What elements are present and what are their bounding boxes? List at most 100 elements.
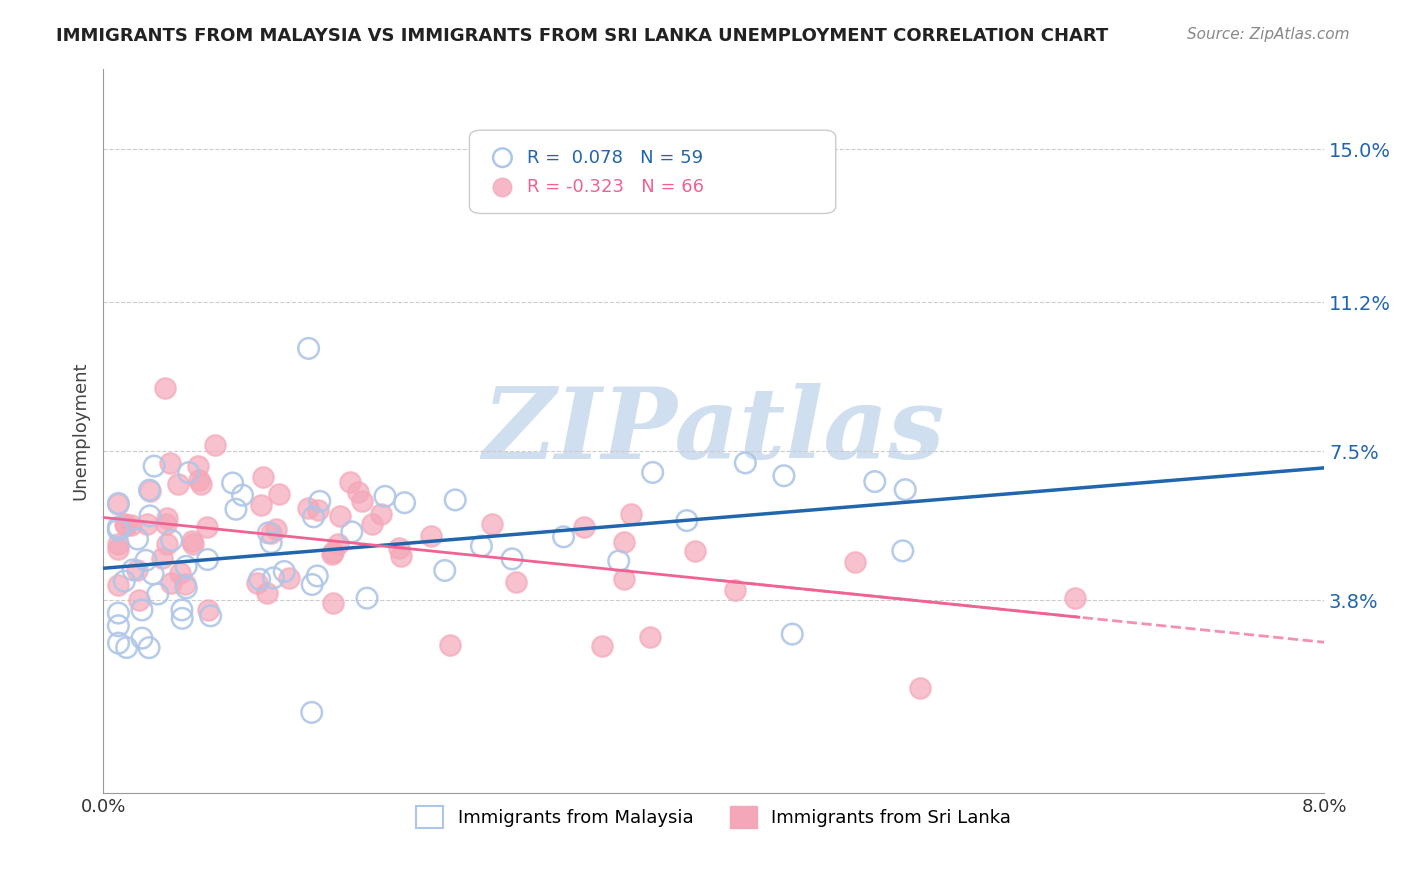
- Point: [155, 511, 177, 525]
- Point: [197, 603, 219, 617]
- Point: [160, 575, 183, 590]
- Point: [131, 603, 153, 617]
- Point: [177, 466, 200, 480]
- Point: [724, 582, 747, 597]
- Legend: Immigrants from Malaysia, Immigrants from Sri Lanka: Immigrants from Malaysia, Immigrants fro…: [409, 798, 1018, 835]
- Point: [301, 706, 323, 720]
- Point: [420, 529, 443, 543]
- Point: [322, 545, 344, 559]
- Point: [143, 459, 166, 474]
- Point: [339, 475, 361, 489]
- Point: [501, 552, 523, 566]
- Point: [107, 606, 129, 620]
- Point: [894, 483, 917, 497]
- Point: [232, 488, 254, 502]
- Point: [863, 475, 886, 489]
- Point: [138, 483, 160, 498]
- Point: [361, 516, 384, 531]
- Point: [505, 574, 527, 589]
- Point: [112, 574, 135, 589]
- Point: [370, 507, 392, 521]
- Point: [613, 535, 636, 549]
- Point: [908, 681, 931, 696]
- Point: [683, 544, 706, 558]
- Point: [267, 487, 290, 501]
- Point: [180, 534, 202, 549]
- Point: [328, 537, 350, 551]
- Point: [131, 631, 153, 645]
- Point: [160, 533, 183, 548]
- Text: R =  0.078   N = 59: R = 0.078 N = 59: [527, 149, 703, 167]
- Point: [439, 638, 461, 652]
- Point: [773, 468, 796, 483]
- Point: [114, 518, 136, 533]
- Point: [394, 496, 416, 510]
- Point: [444, 492, 467, 507]
- Point: [181, 536, 204, 550]
- Point: [356, 591, 378, 606]
- Point: [174, 559, 197, 574]
- Point: [481, 517, 503, 532]
- Point: [249, 498, 271, 512]
- Point: [221, 475, 243, 490]
- Point: [135, 553, 157, 567]
- Point: [256, 585, 278, 599]
- Point: [273, 565, 295, 579]
- Point: [257, 525, 280, 540]
- Point: [252, 470, 274, 484]
- Point: [433, 564, 456, 578]
- Point: [139, 483, 162, 498]
- Point: [138, 640, 160, 655]
- Point: [136, 517, 159, 532]
- Point: [1063, 591, 1085, 605]
- Point: [620, 507, 643, 521]
- Point: [329, 508, 352, 523]
- Point: [592, 639, 614, 653]
- Point: [277, 571, 299, 585]
- Point: [107, 542, 129, 557]
- Point: [225, 502, 247, 516]
- Point: [107, 619, 129, 633]
- Point: [142, 566, 165, 581]
- Point: [172, 611, 194, 625]
- Point: [307, 569, 329, 583]
- Point: [195, 520, 218, 534]
- FancyBboxPatch shape: [470, 130, 835, 213]
- Point: [641, 466, 664, 480]
- Point: [734, 456, 756, 470]
- Point: [107, 636, 129, 650]
- Point: [297, 342, 319, 356]
- Point: [322, 596, 344, 610]
- Point: [297, 501, 319, 516]
- Point: [115, 640, 138, 655]
- Text: ZIPatlas: ZIPatlas: [482, 383, 945, 479]
- Point: [352, 494, 374, 508]
- Point: [204, 438, 226, 452]
- Point: [107, 496, 129, 510]
- Text: R = -0.323   N = 66: R = -0.323 N = 66: [527, 178, 704, 195]
- Point: [389, 549, 412, 563]
- Point: [107, 497, 129, 511]
- Text: IMMIGRANTS FROM MALAYSIA VS IMMIGRANTS FROM SRI LANKA UNEMPLOYMENT CORRELATION C: IMMIGRANTS FROM MALAYSIA VS IMMIGRANTS F…: [56, 27, 1108, 45]
- Point: [187, 458, 209, 473]
- Point: [176, 581, 198, 595]
- Point: [388, 541, 411, 556]
- Point: [114, 517, 136, 532]
- Point: [187, 473, 209, 487]
- Point: [675, 514, 697, 528]
- Point: [246, 576, 269, 591]
- Point: [262, 571, 284, 585]
- Point: [340, 524, 363, 539]
- Point: [155, 537, 177, 551]
- Point: [302, 509, 325, 524]
- Point: [159, 456, 181, 470]
- Point: [125, 563, 148, 577]
- Point: [347, 485, 370, 500]
- Point: [259, 525, 281, 540]
- Point: [128, 593, 150, 607]
- Point: [150, 551, 173, 566]
- Point: [308, 494, 330, 508]
- Point: [146, 587, 169, 601]
- Point: [249, 572, 271, 586]
- Point: [200, 608, 222, 623]
